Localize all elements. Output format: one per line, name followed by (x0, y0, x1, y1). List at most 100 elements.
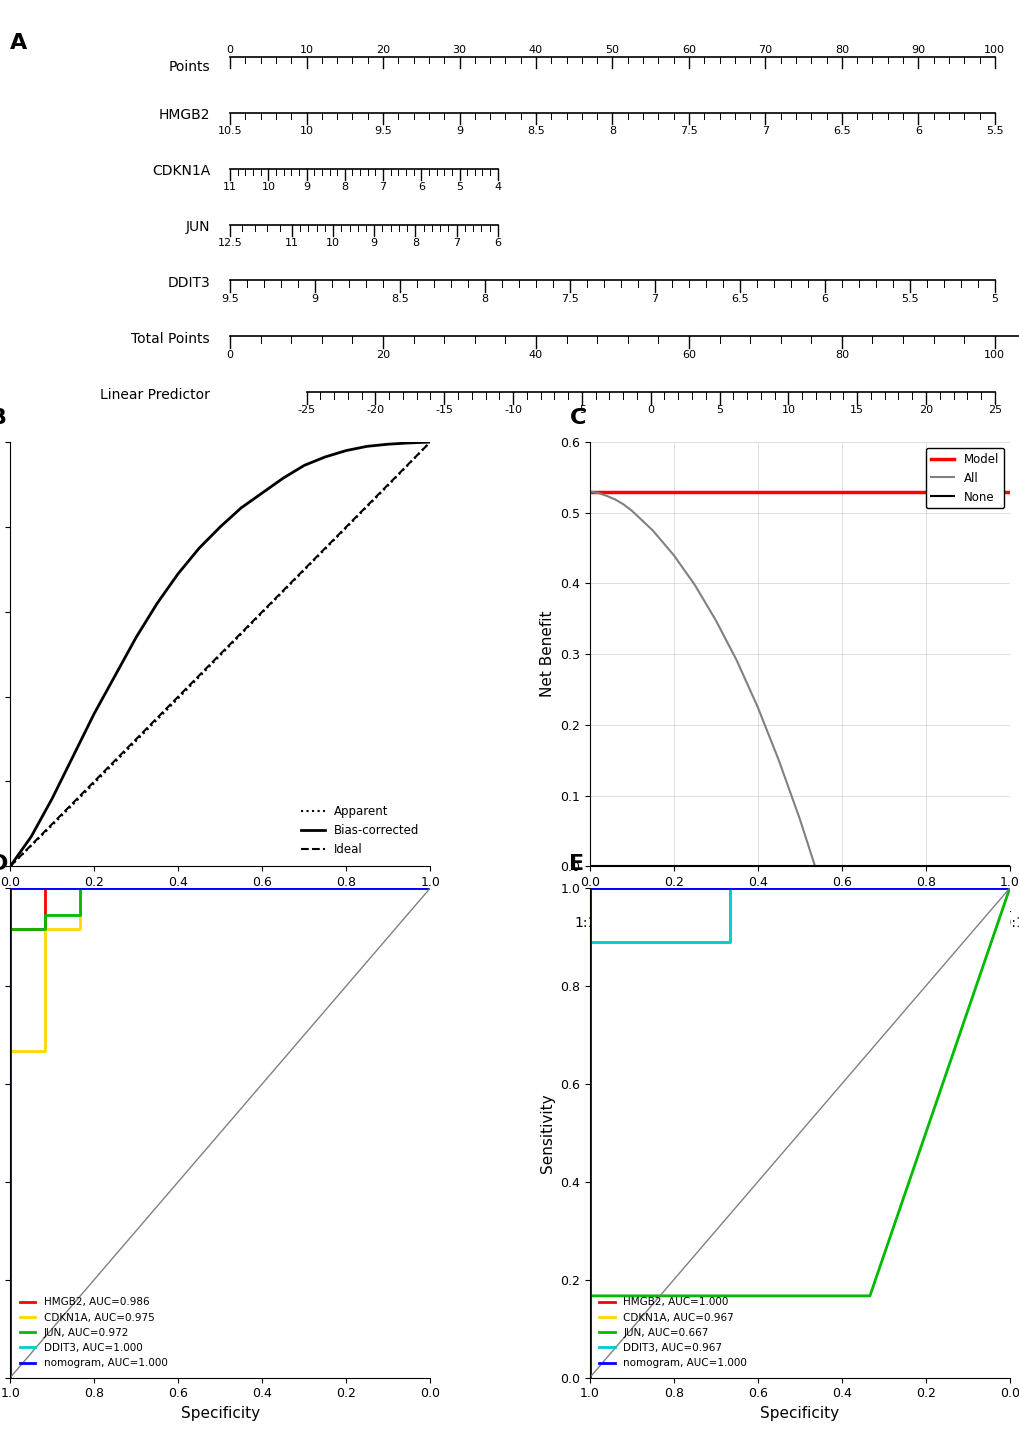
All (600, 488, 612, 505)
Text: 9.5: 9.5 (374, 126, 391, 136)
Text: Total Points: Total Points (131, 331, 210, 346)
X-axis label: Cost:Benefit Ratio: Cost:Benefit Ratio (746, 936, 852, 949)
Text: Points: Points (168, 60, 210, 73)
Text: B: B (0, 408, 7, 428)
Text: 10: 10 (781, 406, 795, 416)
All (709, 611, 721, 629)
Text: 6: 6 (820, 294, 827, 304)
Text: 11: 11 (223, 182, 236, 192)
All (876, 1119, 889, 1137)
X-axis label: Predicted probability: Predicted probability (141, 894, 300, 910)
Bias-corrected (339, 442, 352, 459)
Model (856, 484, 868, 501)
Text: E: E (569, 854, 584, 874)
Text: 12.5: 12.5 (217, 238, 243, 248)
Text: 10: 10 (300, 44, 313, 55)
Model (772, 484, 785, 501)
Model (814, 484, 826, 501)
All (730, 651, 742, 669)
Text: 8: 8 (481, 294, 488, 304)
Text: -5: -5 (576, 406, 587, 416)
Bias-corrected (256, 485, 268, 502)
Bias-corrected (109, 667, 121, 684)
Text: 10.5: 10.5 (218, 126, 243, 136)
Apparent (46, 817, 58, 834)
Apparent (256, 604, 268, 621)
All (616, 495, 629, 512)
Model (898, 484, 910, 501)
Text: 8.5: 8.5 (527, 126, 544, 136)
Text: 7.5: 7.5 (680, 126, 697, 136)
Model (940, 484, 952, 501)
Legend: HMGB2, AUC=1.000, CDKN1A, AUC=0.967, JUN, AUC=0.667, DDIT3, AUC=0.967, nomogram,: HMGB2, AUC=1.000, CDKN1A, AUC=0.967, JUN… (594, 1293, 750, 1372)
Text: 50: 50 (605, 44, 619, 55)
X-axis label: Threshold probability: Threshold probability (718, 894, 880, 910)
All (814, 875, 826, 893)
Text: 11: 11 (284, 238, 299, 248)
Text: 5: 5 (715, 406, 722, 416)
Bias-corrected (277, 469, 289, 486)
Text: 7: 7 (761, 126, 768, 136)
All (583, 484, 595, 501)
Model (625, 484, 637, 501)
Model (616, 484, 629, 501)
Bias-corrected (130, 629, 143, 646)
Apparent (130, 732, 143, 749)
Text: 10: 10 (261, 182, 275, 192)
Model (751, 484, 763, 501)
Bias-corrected (361, 438, 373, 455)
Text: 10: 10 (326, 238, 339, 248)
Model (709, 484, 721, 501)
Model (876, 484, 889, 501)
Text: 7.5: 7.5 (560, 294, 579, 304)
Text: 8: 8 (412, 238, 419, 248)
Text: 8.5: 8.5 (390, 294, 409, 304)
Text: 100: 100 (983, 44, 1005, 55)
All (667, 547, 680, 564)
All (835, 947, 847, 964)
Text: 20: 20 (376, 44, 389, 55)
Bias-corrected (25, 828, 38, 845)
Text: 60: 60 (682, 44, 695, 55)
Line: All: All (589, 492, 882, 1128)
Text: 4: 4 (494, 182, 500, 192)
Apparent (88, 775, 100, 792)
Model (583, 484, 595, 501)
Text: 0: 0 (226, 350, 233, 360)
Legend: HMGB2, AUC=0.986, CDKN1A, AUC=0.975, JUN, AUC=0.972, DDIT3, AUC=1.000, nomogram,: HMGB2, AUC=0.986, CDKN1A, AUC=0.975, JUN… (15, 1293, 171, 1372)
Apparent (339, 519, 352, 537)
Legend: Model, All, None: Model, All, None (925, 448, 1003, 508)
Text: 9: 9 (303, 182, 310, 192)
Text: 0: 0 (226, 44, 233, 55)
Apparent (214, 647, 226, 664)
Text: 5.5: 5.5 (900, 294, 918, 304)
Text: 5: 5 (455, 182, 463, 192)
Text: 5: 5 (990, 294, 998, 304)
Text: 15: 15 (849, 406, 863, 416)
Bias-corrected (151, 594, 163, 611)
Model (1003, 484, 1015, 501)
X-axis label: Specificity: Specificity (180, 1406, 260, 1421)
Bias-corrected (88, 705, 100, 722)
Text: 20: 20 (376, 350, 389, 360)
Text: A: A (10, 33, 28, 53)
Model (730, 484, 742, 501)
Bias-corrected (424, 433, 436, 451)
Bias-corrected (382, 436, 394, 453)
Text: 40: 40 (529, 44, 542, 55)
Text: CDKN1A: CDKN1A (152, 165, 210, 178)
Text: DDIT3: DDIT3 (167, 277, 210, 290)
Text: 6.5: 6.5 (833, 126, 850, 136)
Text: 9.5: 9.5 (221, 294, 238, 304)
Text: JUN: JUN (185, 221, 210, 234)
Text: 6: 6 (418, 182, 424, 192)
X-axis label: Specificity: Specificity (759, 1406, 839, 1421)
Bias-corrected (46, 789, 58, 806)
All (608, 491, 621, 508)
Model (646, 484, 658, 501)
All (772, 752, 785, 769)
Text: 0: 0 (647, 406, 653, 416)
Text: 8: 8 (341, 182, 348, 192)
Y-axis label: Sensitivity: Sensitivity (539, 1093, 554, 1172)
Text: 9: 9 (370, 238, 377, 248)
